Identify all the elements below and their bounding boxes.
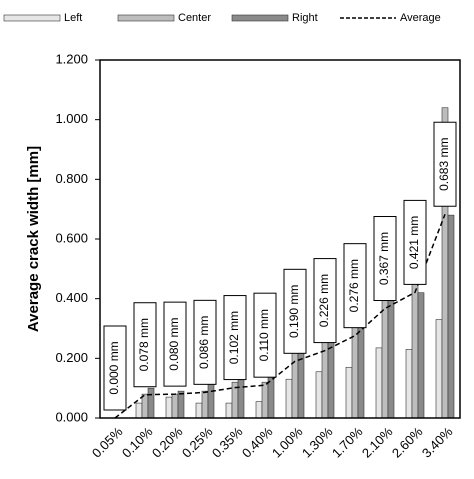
bar xyxy=(315,371,323,419)
x-tick-label: 1.70% xyxy=(329,424,366,461)
x-tick-label: 0.40% xyxy=(239,424,276,461)
x-tick-label: 0.05% xyxy=(89,424,126,461)
bar xyxy=(387,289,395,419)
legend-label: Right xyxy=(292,12,318,24)
bar xyxy=(375,347,383,419)
data-label: 0.078 mm xyxy=(137,318,151,371)
data-label-box xyxy=(403,199,427,285)
y-tick-label: 0.600 xyxy=(55,230,88,245)
y-tick-label: 1.000 xyxy=(55,111,88,126)
y-tick-label: 0.800 xyxy=(55,171,88,186)
y-axis-label: Average crack width [mm] xyxy=(25,146,42,332)
bar xyxy=(345,366,353,419)
legend-swatch xyxy=(231,14,289,22)
bar xyxy=(285,378,293,419)
bar xyxy=(207,383,215,419)
bar xyxy=(381,289,389,419)
data-label: 0.102 mm xyxy=(227,311,241,364)
data-label-box xyxy=(163,301,187,387)
x-tick-label: 0.25% xyxy=(179,424,216,461)
bar xyxy=(165,396,173,419)
bar xyxy=(141,393,149,419)
x-tick-label: 0.10% xyxy=(119,424,156,461)
bar xyxy=(327,338,335,419)
data-label-box xyxy=(313,258,337,344)
x-tick-label: 0.35% xyxy=(209,424,246,461)
y-tick-label: 0.200 xyxy=(55,350,88,365)
bar xyxy=(261,381,269,419)
data-label-box xyxy=(283,268,307,354)
bar xyxy=(237,377,245,419)
bar xyxy=(135,402,143,419)
data-label: 0.367 mm xyxy=(377,232,391,285)
x-tick-label: 2.60% xyxy=(389,424,426,461)
data-label: 0.080 mm xyxy=(167,317,181,370)
data-label: 0.190 mm xyxy=(287,285,301,338)
data-label: 0.421 mm xyxy=(407,216,421,269)
bar xyxy=(255,401,263,419)
data-label-box xyxy=(193,299,217,385)
average-line xyxy=(114,213,446,419)
x-tick-label: 3.40% xyxy=(419,424,456,461)
bar xyxy=(201,390,209,419)
x-tick-label: 1.30% xyxy=(299,424,336,461)
bar xyxy=(447,214,455,419)
data-label: 0.086 mm xyxy=(197,316,211,369)
legend-label: Center xyxy=(178,12,211,24)
legend-label: Average xyxy=(400,12,441,24)
x-tick-label: 1.00% xyxy=(269,424,306,461)
bar xyxy=(417,292,425,419)
legend-swatch xyxy=(117,14,175,22)
bar xyxy=(405,349,413,419)
bar xyxy=(147,387,155,419)
bar xyxy=(177,390,185,419)
y-tick-label: 1.200 xyxy=(55,51,88,66)
data-label-box xyxy=(373,216,397,302)
legend-swatch xyxy=(3,14,61,22)
bar xyxy=(435,319,443,419)
x-tick-label: 0.20% xyxy=(149,424,186,461)
data-label-box xyxy=(133,302,157,388)
bar xyxy=(195,402,203,419)
x-tick-label: 2.10% xyxy=(359,424,396,461)
data-label-box xyxy=(253,292,277,378)
data-label: 0.226 mm xyxy=(317,274,331,327)
y-tick-label: 0.000 xyxy=(55,409,88,424)
bar xyxy=(171,393,179,419)
data-label: 0.000 mm xyxy=(107,341,121,394)
data-label-box xyxy=(103,325,127,411)
bar xyxy=(297,352,305,419)
data-label: 0.683 mm xyxy=(437,138,451,191)
data-label-box xyxy=(433,121,457,207)
data-label-box xyxy=(223,295,247,381)
bar xyxy=(225,402,233,419)
plot-frame xyxy=(99,59,461,419)
data-label-box xyxy=(343,243,367,329)
data-label: 0.110 mm xyxy=(257,309,271,361)
y-tick-label: 0.400 xyxy=(55,290,88,305)
data-label: 0.276 mm xyxy=(347,259,361,312)
legend-label: Left xyxy=(64,12,82,24)
